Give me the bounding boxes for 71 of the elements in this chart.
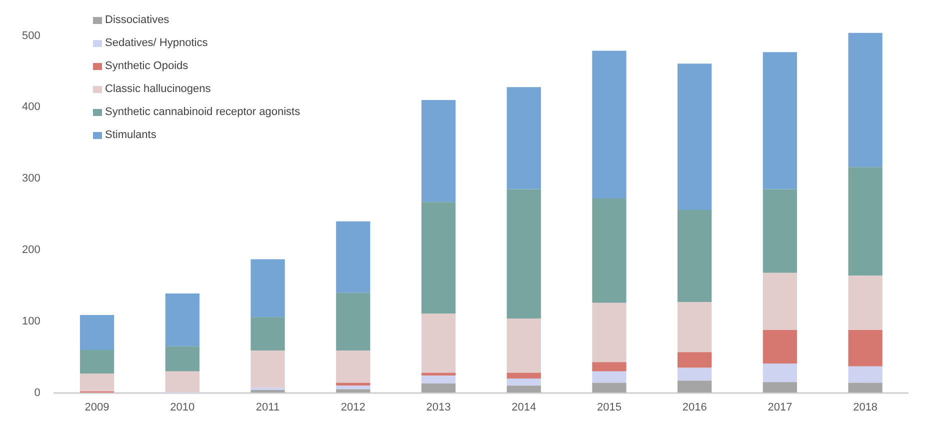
bar (421, 314, 456, 373)
x-tick-label: 2010 (170, 401, 195, 414)
bar (762, 189, 798, 273)
legend-label: Sedatives/ Hypnotics (105, 37, 208, 49)
bar (336, 350, 370, 383)
bar (678, 210, 712, 302)
bar (592, 371, 626, 383)
bar (506, 189, 541, 319)
bar (762, 330, 798, 364)
bar (848, 382, 882, 393)
bar (592, 382, 626, 393)
bar (165, 371, 200, 392)
bar (592, 302, 626, 362)
bar (762, 364, 798, 382)
bar (848, 330, 882, 366)
bar (336, 292, 370, 351)
x-tick-label: 2011 (256, 401, 280, 414)
bar (592, 198, 626, 303)
bar (678, 64, 712, 210)
x-tick-label: 2017 (768, 401, 792, 414)
bar (848, 167, 882, 276)
bar (506, 386, 541, 393)
y-tick-label: 300 (22, 172, 40, 185)
bar (848, 366, 882, 383)
bar (678, 380, 712, 393)
bar (506, 372, 541, 379)
bar (678, 352, 712, 368)
bar (80, 350, 114, 374)
bar (336, 389, 370, 393)
bar (848, 32, 882, 168)
y-tick-label: 400 (22, 101, 40, 114)
bar (421, 100, 456, 202)
legend-label: Synthetic Opoids (105, 60, 188, 72)
bar (762, 272, 798, 330)
bar (592, 362, 626, 372)
bar (80, 374, 114, 392)
bar (678, 302, 712, 352)
bar (250, 317, 285, 351)
y-tick-label: 0 (34, 386, 40, 399)
bar (165, 346, 200, 372)
bar (421, 202, 456, 314)
bar (165, 294, 200, 346)
bar (421, 376, 456, 384)
x-tick-label: 2018 (853, 401, 878, 414)
bar (80, 314, 114, 350)
legend-label: Synthetic cannabinoid receptor agonists (105, 106, 300, 118)
bar (336, 221, 370, 293)
legend-label: Dissociatives (105, 14, 170, 26)
bar (250, 259, 285, 318)
bar (421, 384, 456, 393)
y-tick-label: 500 (22, 30, 40, 42)
x-tick-label: 2009 (84, 401, 110, 414)
bar (506, 378, 541, 386)
bar (336, 386, 370, 390)
x-tick-label: 2012 (340, 401, 366, 414)
legend-label: Classic hallucinogens (105, 83, 211, 95)
legend-label: Stimulants (105, 129, 156, 141)
bar (762, 382, 798, 393)
x-tick-label: 2013 (426, 401, 451, 414)
bar (506, 318, 541, 373)
y-tick-label: 100 (22, 315, 40, 328)
bar (506, 87, 541, 190)
x-tick-label: 2014 (512, 401, 536, 414)
bar (678, 368, 712, 381)
bar (848, 276, 882, 330)
bar (592, 50, 626, 199)
bar (250, 350, 285, 388)
y-tick-label: 200 (22, 244, 40, 256)
bar (762, 52, 798, 190)
x-tick-label: 2016 (682, 401, 707, 414)
x-tick-label: 2015 (596, 401, 622, 414)
